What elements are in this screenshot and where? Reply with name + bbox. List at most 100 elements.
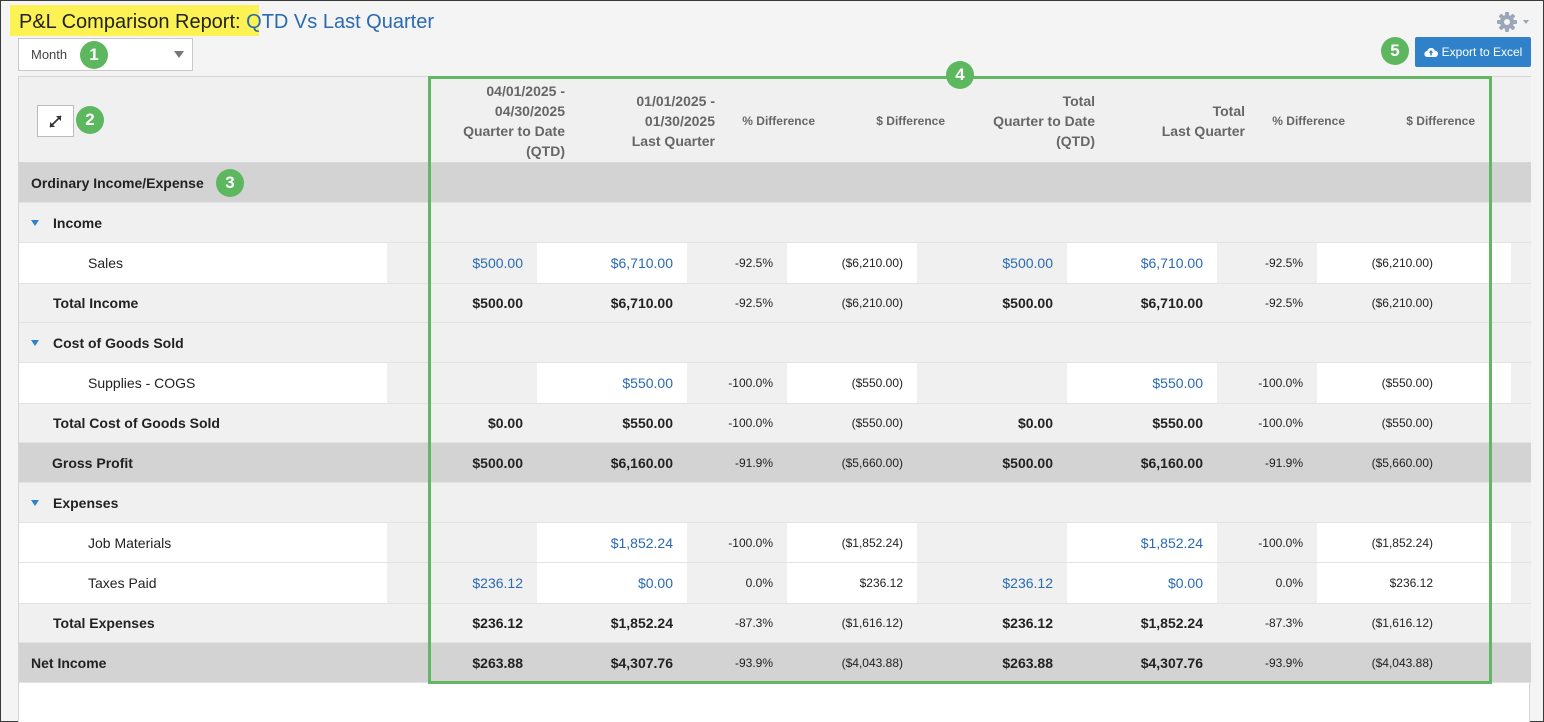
table-cell: ($550.00) [851, 376, 903, 390]
cell-background [537, 243, 687, 283]
table-cell[interactable]: $500.00 [1002, 255, 1053, 271]
comparison-table: 04/01/2025 - 04/30/2025 Quarter to Date (QT… [18, 76, 1531, 722]
column-header: % Difference [1185, 77, 1345, 164]
table-cell: $263.88 [472, 654, 523, 671]
chevron-down-icon [174, 51, 184, 58]
row-label-background [19, 363, 387, 403]
table-cell[interactable]: $1,852.24 [1140, 534, 1203, 551]
caret-down-icon[interactable] [31, 499, 39, 506]
table-row[interactable]: Expenses [19, 483, 1531, 523]
table-cell: $550.00 [1152, 415, 1203, 431]
row-label: Total Cost of Goods Sold [53, 404, 220, 442]
caret-down-icon[interactable] [31, 219, 39, 226]
table-cell: $500.00 [472, 295, 523, 311]
table-cell: ($1,616.12) [841, 616, 903, 630]
page-title-prefix: P&L Comparison Report: [19, 11, 241, 33]
table-cell: $4,307.76 [610, 654, 673, 671]
table-cell: -100.0% [1258, 535, 1303, 550]
table-cell[interactable]: $0.00 [1167, 575, 1203, 591]
table-cell[interactable]: $6,710.00 [1140, 255, 1203, 271]
table-cell: $1,852.24 [610, 615, 673, 631]
table-row: Gross Profit $500.00 $6,160.00 -91.9% ($5,66… [19, 443, 1531, 483]
row-label-background [19, 523, 387, 562]
table-row: Sales $500.00 $6,710.00 -92.5% ($6,210.00) $5… [19, 243, 1531, 284]
table-cell[interactable]: $6,710.00 [610, 255, 673, 271]
page-title-suffix: QTD Vs Last Quarter [240, 11, 434, 33]
table-row[interactable]: Cost of Goods Sold [19, 323, 1531, 363]
table-cell: $500.00 [472, 454, 523, 471]
table-cell[interactable]: $236.12 [1002, 575, 1053, 591]
cell-background [537, 363, 687, 403]
row-label-text: Gross Profit [52, 454, 133, 471]
table-cell[interactable]: $1,852.24 [610, 534, 673, 551]
table-cell: $236.12 [472, 615, 523, 631]
row-label: Ordinary Income/Expense [31, 163, 204, 202]
cell-background [1317, 523, 1511, 562]
table-cell: -100.0% [1258, 376, 1303, 390]
callout-badge: 1 [80, 41, 108, 69]
row-label-text: Cost of Goods Sold [53, 334, 184, 351]
table-cell: $236.12 [1389, 576, 1433, 590]
cell-background [1317, 563, 1511, 603]
table-cell: $6,160.00 [1140, 454, 1203, 471]
table-cell: -91.9% [734, 455, 773, 470]
table-cell[interactable]: $550.00 [622, 375, 673, 391]
row-label: Expenses [31, 483, 118, 522]
table-row: Total Income $500.00 $6,710.00 -92.5% ($6,21… [19, 284, 1531, 323]
cell-background [787, 243, 917, 283]
column-header: 01/01/2025 - 01/30/2025 Last Quarter [555, 77, 715, 164]
cell-background [1067, 243, 1217, 283]
table-cell: $236.12 [1002, 615, 1053, 631]
table-cell: 0.0% [745, 576, 773, 590]
column-header-line: Last Quarter [1161, 122, 1245, 139]
cell-background [1317, 243, 1511, 283]
export-to-excel-button[interactable]: Export to Excel [1415, 37, 1531, 67]
table-row: Total Cost of Goods Sold $0.00 $550.00 -100… [19, 404, 1531, 443]
column-header-line: Total [1212, 102, 1245, 119]
table-cell: -92.5% [1264, 296, 1303, 310]
column-header: Total Quarter to Date (QTD) [935, 77, 1095, 164]
table-cell[interactable]: $550.00 [1152, 375, 1203, 391]
column-header: $ Difference [785, 77, 945, 164]
table-cell: $500.00 [1002, 454, 1053, 471]
table-cell: $0.00 [1017, 415, 1053, 431]
table-row: Taxes Paid $236.12 $0.00 0.0% $236.12 $236.12… [19, 563, 1531, 604]
table-cell[interactable]: $236.12 [472, 575, 523, 591]
table-cell[interactable]: $500.00 [472, 255, 523, 271]
table-cell[interactable]: $0.00 [637, 575, 673, 591]
callout-badge: 5 [1381, 37, 1409, 65]
column-header: Total Last Quarter [1085, 77, 1245, 164]
column-header-line: Quarter to Date [463, 122, 565, 139]
table-cell: ($4,043.88) [1371, 655, 1433, 670]
row-label: Total Income [53, 284, 138, 322]
table-cell: $6,710.00 [1140, 295, 1203, 311]
table-cell: $1,852.24 [1140, 615, 1203, 631]
cell-background [537, 523, 687, 562]
table-header: 04/01/2025 - 04/30/2025 Quarter to Date (QT… [19, 76, 1531, 163]
caret-down-icon[interactable] [31, 339, 39, 346]
gear-icon[interactable] [1495, 11, 1531, 33]
table-row: Net Income $263.88 $4,307.76 -93.9% ($4,043.… [19, 643, 1531, 683]
expand-arrows-icon [49, 115, 62, 128]
cell-background [1317, 363, 1511, 403]
cell-background [787, 363, 917, 403]
column-header-line: Last Quarter [631, 132, 715, 149]
table-cell: ($6,210.00) [1371, 256, 1433, 270]
table-cell: ($6,210.00) [841, 296, 903, 310]
row-label-background [19, 243, 387, 283]
row-label: Income [31, 203, 102, 242]
expand-table-button[interactable] [37, 105, 74, 137]
table-cell: -91.9% [1264, 455, 1303, 470]
table-row[interactable]: Income [19, 203, 1531, 243]
table-cell: ($6,210.00) [1371, 296, 1433, 310]
table-cell: $236.12 [859, 576, 903, 590]
row-label: Taxes Paid [88, 563, 156, 603]
table-cell: ($550.00) [851, 416, 903, 430]
column-header-line: 04/01/2025 - [486, 82, 565, 99]
table-cell: -93.9% [734, 655, 773, 670]
table-cell: -100.0% [728, 376, 773, 390]
table-cell: -92.5% [734, 296, 773, 310]
row-label-text: Sales [88, 255, 124, 271]
row-label-background [19, 563, 387, 603]
